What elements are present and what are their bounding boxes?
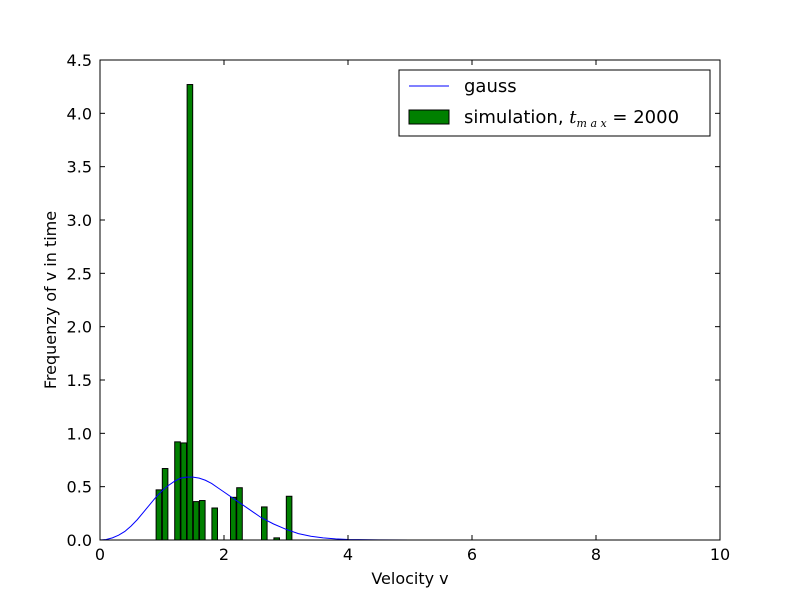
y-tick-label: 3.0	[67, 211, 92, 230]
x-tick-label: 10	[710, 545, 730, 564]
x-tick-label: 0	[95, 545, 105, 564]
simulation-bar	[192, 501, 200, 541]
simulation-bar	[161, 468, 169, 541]
simulation-bar	[155, 489, 163, 541]
simulation-bar	[211, 507, 218, 541]
simulation-bar	[174, 441, 181, 541]
y-axis-ticks: 0.0 0.5 1.0 1.5 2.0 2.5 3.0 3.5 4.0 4.5	[67, 51, 720, 550]
y-tick-label: 2.5	[67, 264, 92, 283]
y-tick-label: 0.0	[67, 531, 92, 550]
legend-simulation-label: simulation, tm a x = 2000	[464, 107, 679, 130]
simulation-bar	[236, 487, 243, 541]
simulation-bar	[285, 495, 293, 541]
x-tick-label: 2	[219, 545, 229, 564]
simulation-bar	[261, 506, 268, 541]
legend: gauss simulation, tm a x = 2000	[398, 69, 711, 137]
y-tick-label: 3.5	[67, 158, 92, 177]
y-axis-label: Frequenzy of v in time	[41, 211, 60, 389]
plot-frame	[99, 59, 721, 541]
x-axis-ticks: 0 2 4 6 8 10	[95, 60, 730, 564]
y-tick-label: 1.5	[67, 371, 92, 390]
x-tick-label: 4	[343, 545, 353, 564]
y-tick-label: 4.5	[67, 51, 92, 70]
plot-area	[100, 60, 720, 540]
legend-simulation-prefix: simulation,	[464, 107, 569, 128]
y-tick-label: 1.0	[67, 424, 92, 443]
legend-frame	[398, 69, 711, 137]
legend-simulation-suffix: = 2000	[607, 107, 679, 128]
legend-gauss-label: gauss	[464, 76, 517, 97]
legend-simulation-math-sub: m a x	[577, 117, 608, 130]
y-tick-label: 4.0	[67, 104, 92, 123]
x-tick-label: 6	[467, 545, 477, 564]
simulation-bar	[186, 84, 194, 541]
simulation-bar	[230, 496, 237, 541]
y-tick-label: 2.0	[67, 318, 92, 337]
simulation-bar	[180, 442, 187, 541]
gauss-line	[99, 476, 720, 541]
y-tick-label: 0.5	[67, 478, 92, 497]
legend-simulation-math-base: t	[569, 107, 577, 128]
legend-simulation-swatch	[408, 109, 450, 125]
simulation-bar	[199, 500, 206, 541]
x-axis-label: Velocity v	[371, 569, 448, 588]
x-tick-label: 8	[591, 545, 601, 564]
